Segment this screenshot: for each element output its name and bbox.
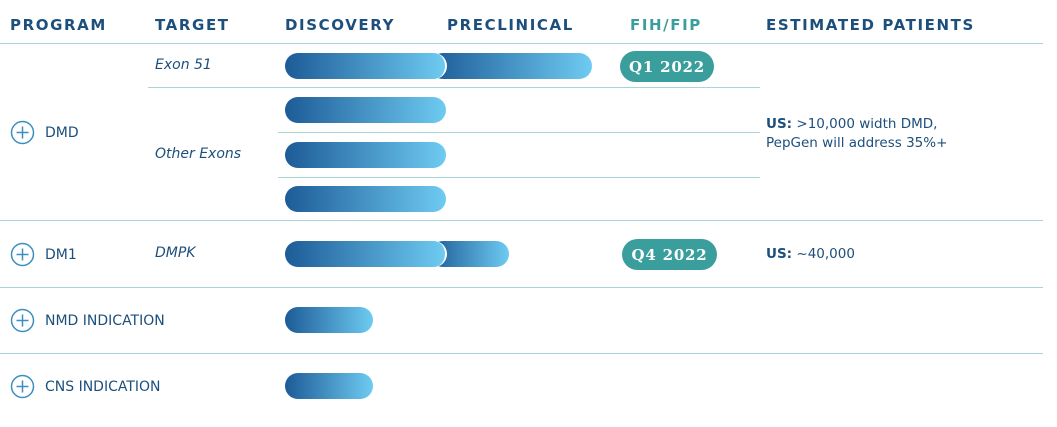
- stage-bar: [285, 307, 373, 333]
- program-row[interactable]: DMD: [10, 120, 79, 145]
- stage-bar: [285, 241, 447, 267]
- patients: US: ~40,000: [766, 245, 956, 264]
- program-row[interactable]: CNS INDICATION: [10, 374, 161, 399]
- program-name: CNS INDICATION: [45, 378, 161, 395]
- expand-icon[interactable]: [10, 308, 35, 333]
- divider: [0, 43, 1043, 44]
- divider: [0, 287, 1043, 288]
- program-name: DMD: [45, 124, 79, 141]
- stage-bar: [285, 142, 446, 168]
- divider: [278, 132, 760, 133]
- patients-text: >10,000 width DMD, PepGen will address 3…: [766, 116, 948, 151]
- stage-bar: [285, 373, 373, 399]
- milestone: Q1 2022: [620, 51, 714, 82]
- expand-icon[interactable]: [10, 242, 35, 267]
- program-name: DM1: [45, 246, 77, 263]
- stage-bar: [285, 97, 446, 123]
- target: Other Exons: [155, 146, 242, 162]
- stage-bar: [285, 53, 447, 79]
- program-name: NMD INDICATION: [45, 312, 165, 329]
- program-row[interactable]: DM1: [10, 242, 77, 267]
- target: DMPK: [155, 245, 196, 261]
- expand-icon[interactable]: [10, 120, 35, 145]
- stage-bar: [430, 53, 592, 79]
- divider: [148, 87, 760, 88]
- column-header: PRECLINICAL: [447, 16, 574, 34]
- patients-label: US:: [766, 116, 793, 132]
- patients-text: ~40,000: [796, 246, 855, 262]
- patients: US: >10,000 width DMD, PepGen will addre…: [766, 115, 956, 153]
- divider: [278, 177, 760, 178]
- patients-label: US:: [766, 246, 793, 262]
- expand-icon[interactable]: [10, 374, 35, 399]
- divider: [0, 353, 1043, 354]
- column-header: DISCOVERY: [285, 16, 396, 34]
- column-header: ESTIMATED PATIENTS: [766, 16, 975, 34]
- column-header: TARGET: [155, 16, 230, 34]
- target: Exon 51: [155, 57, 212, 73]
- program-row[interactable]: NMD INDICATION: [10, 308, 165, 333]
- column-header: PROGRAM: [10, 16, 107, 34]
- stage-bar: [285, 186, 446, 212]
- column-header: FIH/FIP: [630, 16, 702, 34]
- divider: [0, 220, 1043, 221]
- milestone: Q4 2022: [622, 239, 717, 270]
